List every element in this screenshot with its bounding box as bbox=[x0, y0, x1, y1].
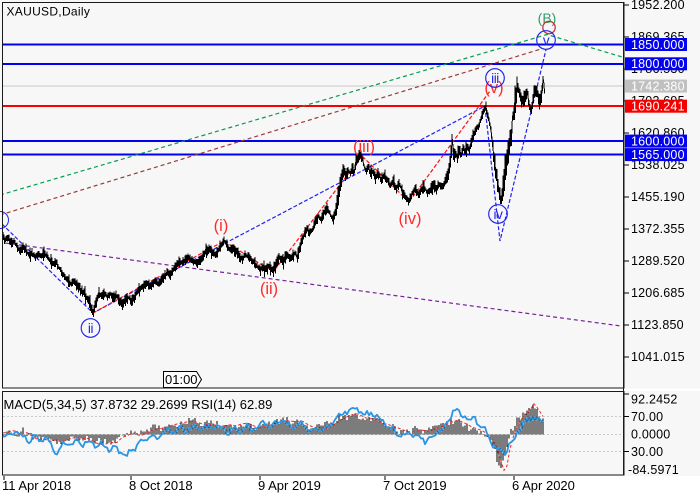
svg-text:1850.000: 1850.000 bbox=[631, 38, 685, 52]
svg-text:70.00: 70.00 bbox=[631, 410, 663, 424]
svg-text:1538.025: 1538.025 bbox=[631, 158, 685, 172]
svg-text:7 Oct 2019: 7 Oct 2019 bbox=[383, 478, 447, 493]
svg-text:-84.5971: -84.5971 bbox=[628, 463, 679, 477]
svg-text:MACD(5,34,5) 37.8732 29.2699 R: MACD(5,34,5) 37.8732 29.2699 RSI(14) 62.… bbox=[4, 397, 273, 412]
svg-text:(ii): (ii) bbox=[260, 280, 278, 298]
svg-text:9 Apr 2019: 9 Apr 2019 bbox=[258, 478, 321, 493]
svg-text:11 Apr 2018: 11 Apr 2018 bbox=[2, 478, 71, 493]
svg-text:1041.015: 1041.015 bbox=[631, 350, 685, 364]
svg-text:1952.200: 1952.200 bbox=[631, 0, 685, 12]
svg-text:6 Apr 2020: 6 Apr 2020 bbox=[512, 478, 575, 493]
svg-text:(iii): (iii) bbox=[353, 138, 375, 156]
svg-text:0.0000: 0.0000 bbox=[631, 428, 670, 442]
svg-text:1372.355: 1372.355 bbox=[631, 222, 685, 236]
svg-text:1742.380: 1742.380 bbox=[631, 79, 685, 93]
svg-text:1800.000: 1800.000 bbox=[631, 57, 685, 71]
svg-text:ii: ii bbox=[88, 321, 94, 336]
svg-text:1455.190: 1455.190 bbox=[631, 190, 685, 204]
svg-text:1565.000: 1565.000 bbox=[631, 148, 685, 162]
svg-text:(iv): (iv) bbox=[399, 210, 422, 228]
svg-text:1206.685: 1206.685 bbox=[631, 286, 685, 300]
svg-text:iii: iii bbox=[491, 71, 499, 86]
svg-text:1123.850: 1123.850 bbox=[631, 318, 684, 332]
svg-text:30.00: 30.00 bbox=[631, 445, 663, 459]
svg-text:XAUUSD,Daily: XAUUSD,Daily bbox=[7, 5, 91, 19]
svg-text:v: v bbox=[543, 33, 550, 48]
svg-text:01:00: 01:00 bbox=[165, 372, 198, 387]
svg-text:1600.000: 1600.000 bbox=[631, 134, 685, 148]
svg-text:8 Oct 2018: 8 Oct 2018 bbox=[129, 478, 193, 493]
svg-text:1690.241: 1690.241 bbox=[631, 100, 685, 114]
svg-text:(v): (v) bbox=[484, 79, 503, 97]
svg-text:iv: iv bbox=[494, 207, 504, 222]
svg-text:(i): (i) bbox=[214, 217, 229, 235]
svg-text:1289.520: 1289.520 bbox=[631, 254, 685, 268]
svg-text:92.2452: 92.2452 bbox=[631, 393, 678, 407]
